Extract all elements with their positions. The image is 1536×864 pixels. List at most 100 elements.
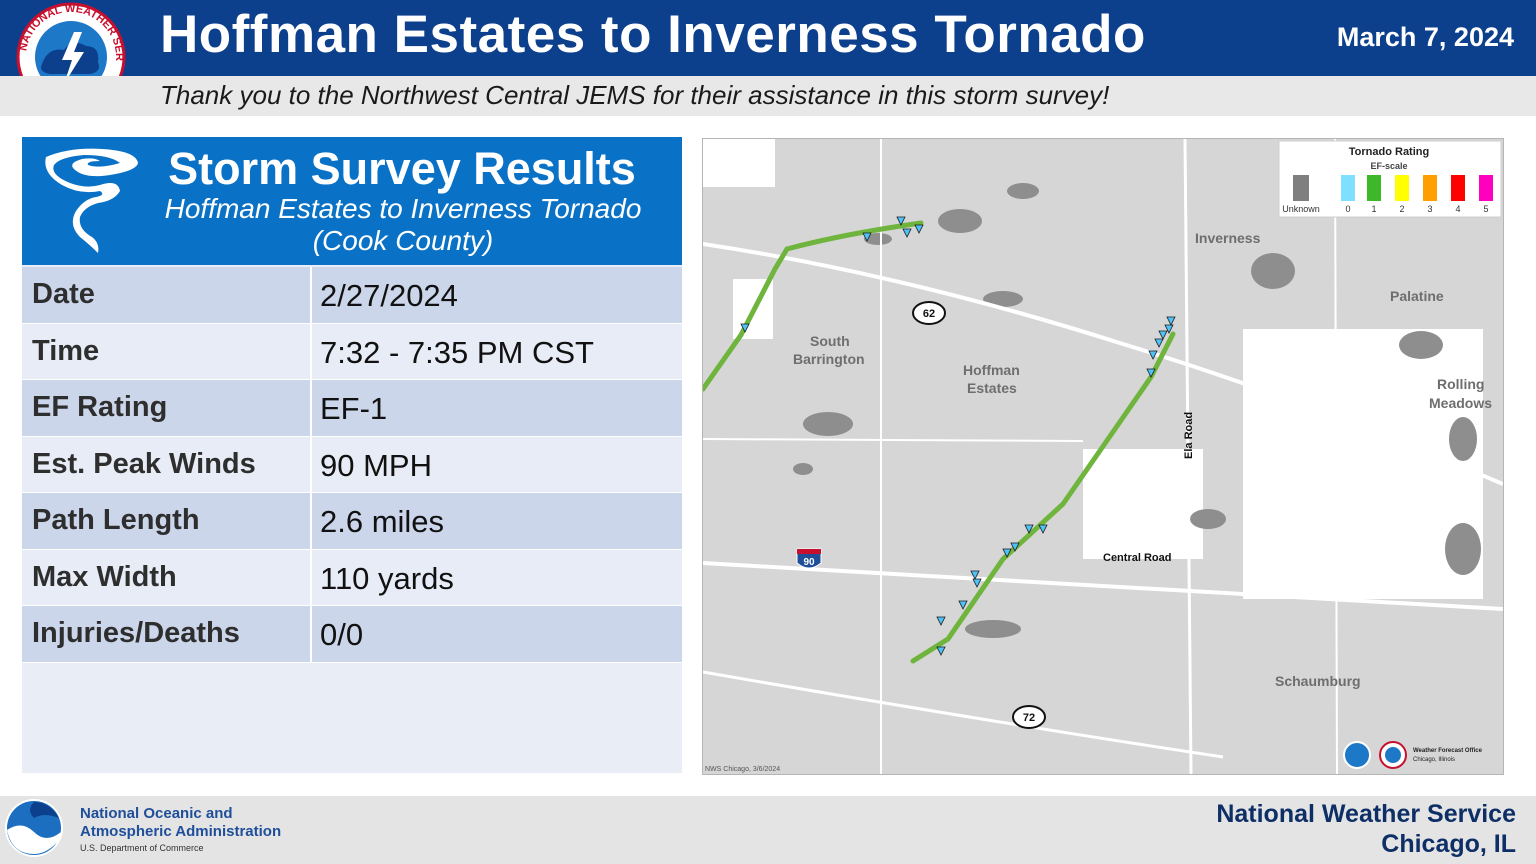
legend-swatch-ef0: [1341, 175, 1355, 201]
place-label-schaumburg: Schaumburg: [1275, 673, 1361, 689]
page-date: March 7, 2024: [1336, 22, 1514, 52]
legend-swatch-ef1: [1367, 175, 1381, 201]
map-road: [703, 670, 1224, 759]
damage-marker: [972, 578, 982, 588]
row-value: 0/0: [320, 617, 364, 652]
table-row: Max Width 110 yards: [22, 549, 682, 606]
tornado-track: [703, 220, 924, 392]
row-label: Est. Peak Winds: [32, 447, 256, 480]
damage-marker: [1010, 542, 1020, 552]
row-value: 7:32 - 7:35 PM CST: [320, 334, 594, 370]
route-62-shield: [912, 301, 946, 325]
map-lake: [793, 463, 813, 475]
legend-label: 0: [1345, 204, 1350, 214]
map-lake: [1190, 509, 1226, 529]
map-canvas: Tornado Rating EF-scale Unknown 0 1 2 3 …: [703, 139, 1503, 774]
header-bar: [0, 0, 1536, 76]
damage-marker: [1024, 524, 1034, 534]
footer-bar: [0, 796, 1536, 864]
damage-marker: [1038, 524, 1048, 534]
damage-marker: [1146, 368, 1156, 378]
legend-label: 2: [1399, 204, 1404, 214]
map-road: [703, 438, 1084, 442]
legend-label: Unknown: [1282, 204, 1320, 214]
row-label: Path Length: [32, 504, 200, 536]
row-label: Injuries/Deaths: [32, 617, 240, 649]
office-name: National Weather Service: [1216, 800, 1516, 828]
row-value: 110 yards: [320, 560, 454, 596]
legend-title: Tornado Rating: [1349, 146, 1429, 158]
place-label-barrington: Barrington: [793, 351, 865, 367]
map-lake: [983, 291, 1023, 307]
map-lake: [864, 233, 892, 245]
office-location: Chicago, IL: [1381, 830, 1516, 858]
row-value: EF-1: [320, 391, 388, 426]
thanks-text: Thank you to the Northwest Central JEMS …: [160, 80, 1110, 110]
place-label-rolling: Rolling: [1437, 376, 1484, 392]
map-road: [703, 242, 1503, 486]
wfo-line1: Weather Forecast Office: [1413, 748, 1483, 754]
noaa-dept: U.S. Department of Commerce: [80, 843, 204, 853]
row-label: Date: [32, 278, 95, 310]
map-open-area: [1243, 329, 1483, 599]
road-label-ela: Ela Road: [1183, 412, 1195, 459]
map-road: [703, 561, 1503, 611]
map-lake: [803, 412, 853, 436]
damage-marker: [1154, 338, 1164, 348]
tornado-icon: [45, 148, 138, 253]
map-road: [1334, 139, 1338, 774]
legend-swatch-ef5: [1479, 175, 1493, 201]
place-label-estates: Estates: [967, 380, 1017, 396]
map-lake: [938, 209, 982, 233]
legend-label: 4: [1455, 204, 1460, 214]
track-map[interactable]: Tornado Rating EF-scale Unknown 0 1 2 3 …: [702, 138, 1504, 775]
page-title: Hoffman Estates to Inverness Tornado: [160, 5, 1146, 64]
route-62-label: 62: [923, 308, 935, 320]
table-row: Injuries/Deaths 0/0: [22, 606, 682, 663]
damage-marker: [862, 232, 872, 242]
noaa-logo: [5, 799, 63, 857]
legend-label: 3: [1427, 204, 1432, 214]
place-label-inverness: Inverness: [1195, 230, 1261, 246]
noaa-small-icon: [1343, 741, 1371, 769]
damage-marker: [1158, 330, 1168, 340]
interstate-90-label: 90: [803, 557, 815, 568]
survey-results-panel: Storm Survey Results Hoffman Estates to …: [22, 137, 682, 773]
damage-marker: [970, 570, 980, 580]
damage-marker: [896, 216, 906, 226]
table-row: Path Length 2.6 miles: [22, 493, 682, 550]
damage-marker: [1148, 350, 1158, 360]
legend-swatch-ef3: [1423, 175, 1437, 201]
map-lake: [1007, 183, 1039, 199]
table-row: Time 7:32 - 7:35 PM CST: [22, 323, 682, 380]
panel-header: Storm Survey Results Hoffman Estates to …: [22, 137, 682, 265]
noaa-name-line2: Atmospheric Administration: [80, 823, 282, 840]
damage-marker: [1002, 548, 1012, 558]
table-row: Est. Peak Winds 90 MPH: [22, 436, 682, 493]
thanks-bar: [0, 76, 1536, 116]
legend-swatch-ef4: [1451, 175, 1465, 201]
table-row: EF Rating EF-1: [22, 380, 682, 437]
map-lake: [1399, 331, 1443, 359]
row-label: Max Width: [32, 560, 177, 593]
row-value: 2.6 miles: [320, 504, 445, 539]
map-open-area: [1083, 449, 1203, 559]
damage-marker: [902, 228, 912, 238]
road-label-central: Central Road: [1103, 552, 1171, 564]
legend-label: 5: [1483, 204, 1488, 214]
row-value: 90 MPH: [320, 447, 432, 483]
row-label: Time: [32, 334, 100, 367]
row-value: 2/27/2024: [320, 278, 458, 313]
legend-label: 1: [1371, 204, 1376, 214]
route-72-label: 72: [1023, 712, 1035, 724]
table-row: Date 2/27/2024: [22, 267, 682, 324]
route-72-shield: [1012, 705, 1046, 729]
damage-marker: [914, 224, 924, 234]
damage-marker: [1166, 316, 1176, 326]
damage-marker: [936, 616, 946, 626]
map-lake: [965, 620, 1021, 638]
map-credit: NWS Chicago, 3/6/2024: [705, 766, 780, 773]
panel-county: (Cook County): [312, 225, 494, 256]
map-open-area: [703, 139, 775, 187]
map-lake: [1251, 253, 1295, 289]
